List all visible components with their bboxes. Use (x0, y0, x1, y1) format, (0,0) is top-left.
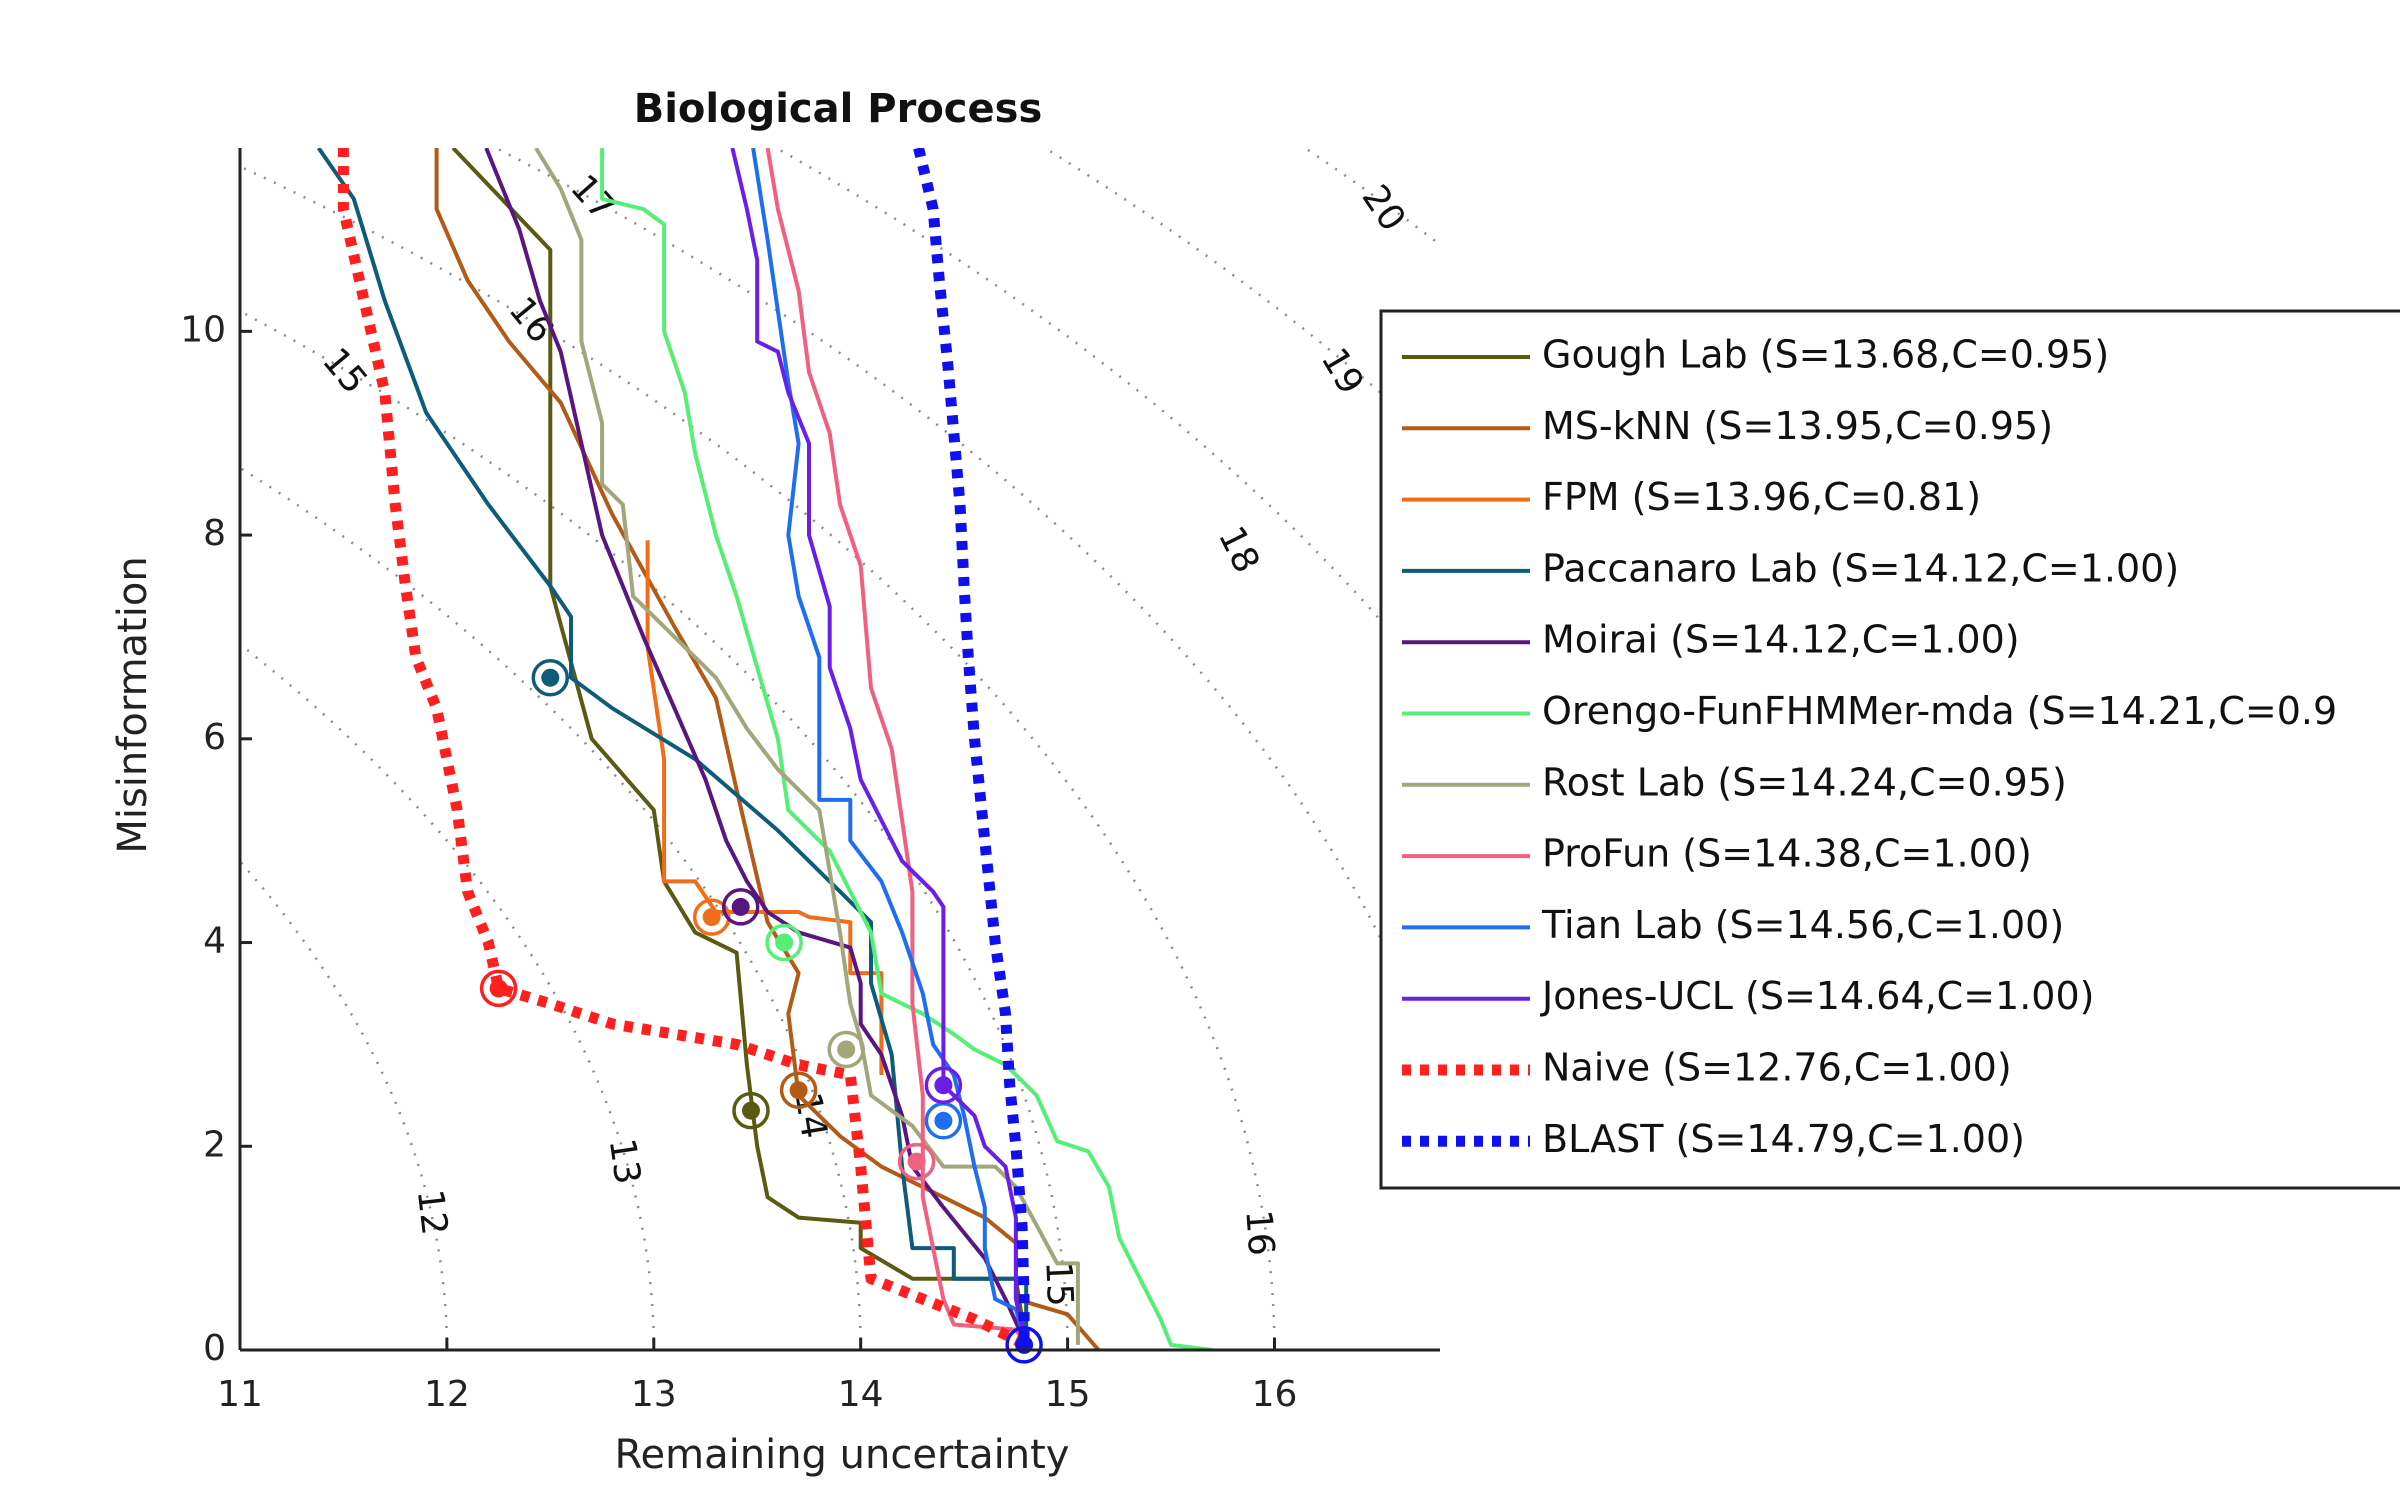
series-marker-dot-0 (742, 1101, 760, 1120)
series-marker-ring-10 (479, 969, 518, 1008)
y-tick-label: 0 (203, 1328, 226, 1369)
contour-label: 20 (1354, 178, 1414, 239)
x-tick-label: 15 (1045, 1374, 1091, 1415)
y-axis-label: Misinformation (110, 556, 156, 853)
series-marker-ring-5 (765, 923, 803, 962)
series-line-7 (765, 148, 1028, 1347)
axis-layer: 11 12 13 14 15 16 0 2 4 6 8 10 (180, 148, 1440, 1415)
y-tick-label: 10 (180, 309, 226, 350)
series-marker-ring-6 (827, 1030, 865, 1069)
series-line-3 (316, 148, 1029, 1345)
contour-label: 13 (601, 1136, 648, 1187)
x-tick-label: 16 (1252, 1374, 1298, 1415)
contour-label: 18 (1210, 520, 1267, 579)
series-marker-ring-9 (924, 1066, 963, 1104)
legend-label-10: Naive (S=12.76,C=1.00) (1542, 1046, 2012, 1090)
series-line-2 (645, 540, 884, 1075)
series-marker-dot-2 (702, 908, 721, 927)
series-marker-dot-8 (934, 1111, 953, 1130)
legend-label-11: BLAST (S=14.79,C=1.00) (1542, 1117, 2025, 1161)
x-tick-label: 11 (217, 1374, 263, 1415)
contour-line-12 (240, 859, 449, 1350)
series-marker-dot-7 (907, 1152, 926, 1171)
series-line-8 (751, 148, 1029, 1346)
series-marker-dot-9 (934, 1076, 953, 1095)
series-marker-dot-5 (775, 933, 794, 952)
legend: Gough Lab (S=13.68,C=0.95) MS-kNN (S=13.9… (1379, 309, 2400, 1190)
contour-line-14 (240, 466, 862, 1350)
marker-layer (479, 658, 1043, 1364)
series-line-1 (434, 148, 1101, 1350)
series-line-6 (534, 148, 1080, 1345)
legend-label-4: Moirai (S=14.12,C=1.00) (1542, 618, 2020, 662)
legend-label-3: Paccanaro Lab (S=14.12,C=1.00) (1542, 546, 2179, 590)
series-marker-dot-1 (789, 1081, 808, 1100)
series-marker-dot-10 (489, 979, 508, 998)
series-line-5 (600, 148, 1213, 1350)
y-tick-label: 8 (203, 513, 226, 554)
contour-label: 15 (1037, 1260, 1080, 1308)
series-marker-dot-4 (731, 897, 750, 916)
y-tick-label: 2 (203, 1124, 226, 1165)
series-line-9 (730, 148, 1029, 1346)
contour-line-16 (240, 165, 1276, 1350)
x-tick-label: 12 (424, 1374, 470, 1415)
contour-label: 12 (409, 1187, 455, 1237)
legend-label-7: ProFun (S=14.38,C=1.00) (1542, 832, 2032, 876)
series-marker-ring-0 (732, 1091, 770, 1130)
series-marker-ring-7 (897, 1142, 936, 1181)
x-axis-label: Remaining uncertainty (615, 1432, 1070, 1478)
legend-label-8: Tian Lab (S=14.56,C=1.00) (1541, 903, 2064, 947)
series-marker-ring-3 (531, 658, 570, 697)
legend-label-6: Rost Lab (S=14.24,C=0.95) (1542, 760, 2067, 804)
series-marker-ring-1 (779, 1071, 818, 1109)
legend-label-9: Jones-UCL (S=14.64,C=1.00) (1540, 974, 2094, 1018)
chart-title: Biological Process (634, 86, 1043, 132)
series-marker-ring-4 (721, 888, 760, 926)
contour-line-13 (240, 642, 656, 1350)
legend-label-5: Orengo-FunFHMMer-mda (S=14.21,C=0.9 (1542, 689, 2337, 733)
legend-label-2: FPM (S=13.96,C=0.81) (1542, 475, 1981, 519)
contour-layer (240, 148, 1440, 1350)
x-tick-label: 13 (631, 1374, 677, 1415)
y-tick-label: 4 (203, 921, 226, 962)
series-layer (316, 148, 1213, 1350)
contour-label: 15 (314, 340, 375, 401)
legend-box (1379, 309, 2400, 1190)
contour-label: 19 (1313, 341, 1372, 401)
series-line-4 (484, 148, 1029, 1346)
legend-label-0: Gough Lab (S=13.68,C=0.95) (1542, 333, 2109, 377)
y-tick-label: 6 (203, 717, 226, 758)
series-line-10 (337, 148, 1029, 1350)
x-tick-label: 14 (838, 1374, 884, 1415)
series-marker-dot-3 (541, 668, 560, 687)
contour-label: 16 (1237, 1208, 1281, 1257)
series-marker-ring-11 (1005, 1326, 1043, 1364)
legend-label-1: MS-kNN (S=13.95,C=0.95) (1542, 404, 2053, 448)
series-line-11 (913, 148, 1030, 1345)
series-line-0 (451, 148, 1029, 1346)
series-marker-dot-6 (837, 1040, 856, 1059)
